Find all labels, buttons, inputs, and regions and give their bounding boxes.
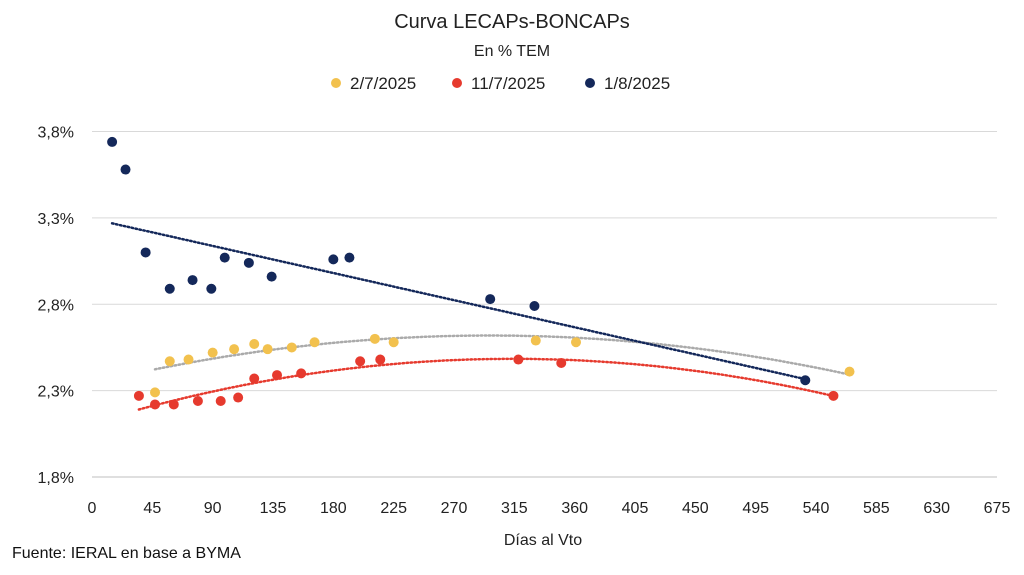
data-point — [328, 254, 339, 265]
data-point — [229, 344, 240, 355]
x-tick-label: 180 — [320, 500, 347, 517]
data-point — [513, 354, 524, 365]
legend-label: 2/7/2025 — [350, 74, 416, 93]
data-point — [344, 252, 355, 263]
data-point — [272, 370, 283, 381]
data-point — [375, 354, 386, 365]
trendline-1 — [137, 357, 835, 411]
data-point — [355, 356, 366, 367]
y-tick-label: 1,8% — [38, 470, 74, 487]
data-point — [530, 335, 541, 346]
data-point — [266, 271, 277, 282]
data-point — [286, 342, 297, 353]
data-point — [164, 283, 175, 294]
x-tick-label: 405 — [622, 500, 649, 517]
data-point — [187, 275, 198, 286]
data-point — [215, 396, 226, 406]
x-tick-label: 135 — [260, 500, 287, 517]
data-point — [369, 333, 380, 344]
x-tick-label: 450 — [682, 500, 709, 517]
chart-subtitle: En % TEM — [474, 43, 550, 60]
legend-marker — [452, 78, 462, 88]
data-point — [388, 337, 399, 348]
data-point — [206, 283, 217, 294]
y-tick-label: 2,8% — [38, 297, 74, 314]
source-note: Fuente: IERAL en base a BYMA — [12, 545, 241, 562]
gridlines — [92, 131, 997, 478]
y-tick-label: 3,8% — [38, 125, 74, 142]
data-point — [262, 344, 273, 355]
legend-label: 1/8/2025 — [604, 74, 670, 93]
legend-marker — [585, 78, 595, 88]
y-tick-label: 2,3% — [38, 384, 74, 401]
data-point — [150, 399, 161, 410]
data-point — [309, 337, 320, 348]
x-tick-label: 0 — [88, 500, 97, 517]
x-tick-label: 315 — [501, 500, 528, 517]
trendline-2 — [110, 222, 807, 381]
data-point — [233, 392, 244, 403]
data-point — [249, 339, 260, 349]
data-point — [296, 368, 307, 379]
data-point — [140, 247, 151, 258]
x-tick-label: 225 — [380, 500, 407, 517]
chart-title: Curva LECAPs-BONCAPs — [394, 11, 630, 33]
x-tick-label: 90 — [204, 500, 222, 517]
data-point — [150, 387, 161, 398]
x-tick-label: 495 — [742, 500, 769, 517]
data-point — [107, 136, 118, 147]
data-point — [556, 358, 567, 368]
x-tick-label: 45 — [143, 500, 161, 517]
data-point — [571, 337, 582, 348]
data-point — [133, 390, 144, 401]
y-axis-ticks: 1,8% 2,3% 2,8% 3,3% 3,8% — [38, 125, 74, 487]
x-tick-label: 540 — [803, 500, 830, 517]
legend: 2/7/2025 11/7/2025 1/8/2025 — [331, 74, 670, 93]
y-tick-label: 3,3% — [38, 211, 74, 228]
data-point — [120, 164, 131, 175]
data-point — [844, 366, 855, 377]
x-tick-label: 360 — [561, 500, 588, 517]
x-tick-label: 270 — [441, 500, 468, 517]
x-axis-title: Días al Vto — [504, 532, 582, 549]
data-point — [485, 294, 496, 305]
data-point — [164, 356, 175, 367]
data-point — [192, 396, 203, 406]
x-tick-label: 630 — [923, 500, 950, 517]
x-tick-label: 675 — [984, 500, 1011, 517]
data-point — [183, 354, 194, 365]
data-point — [529, 301, 540, 311]
data-points — [107, 136, 855, 410]
trendline-0 — [153, 334, 851, 376]
x-tick-label: 585 — [863, 500, 890, 517]
data-point — [168, 399, 179, 410]
x-axis-ticks: 0 45 90 135 180 225 270 315 360 405 450 495 540 585 63… — [88, 500, 1011, 517]
data-point — [243, 257, 254, 268]
data-point — [828, 390, 839, 401]
trendlines — [110, 222, 851, 411]
legend-label: 11/7/2025 — [471, 74, 545, 93]
data-point — [800, 375, 811, 386]
data-point — [249, 373, 260, 384]
data-point — [207, 347, 218, 358]
data-point — [219, 252, 230, 263]
legend-marker — [331, 78, 341, 88]
